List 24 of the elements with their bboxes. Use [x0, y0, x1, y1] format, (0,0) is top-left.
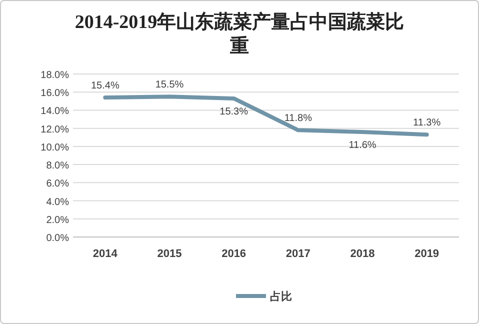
y-tick-label: 12.0% [40, 124, 70, 136]
legend-label: 占比 [270, 290, 292, 303]
y-tick-label: 18.0% [40, 70, 70, 81]
x-tick-label: 2017 [286, 248, 310, 260]
y-tick-label: 8.0% [46, 160, 70, 172]
text: 11.8% [284, 113, 312, 124]
chart-title: 2014-2019年山东蔬菜产量占中国蔬菜比重 [74, 11, 404, 59]
text: 15.4% [90, 80, 120, 92]
y-tick-label: 14.0% [40, 106, 70, 118]
x-tick-label: 2015 [157, 248, 182, 260]
text: 11.3% [413, 118, 441, 129]
y-tick-label: 2.0% [46, 214, 70, 226]
x-tick-label: 2014 [92, 248, 118, 260]
x-tick-label: 2019 [414, 248, 440, 260]
text: 15.3% [220, 106, 248, 118]
x-tick-label: 2016 [222, 248, 246, 260]
y-tick-label: 6.0% [46, 178, 70, 190]
y-tick-label: 0.0% [46, 233, 70, 244]
y-tick-label: 4.0% [46, 196, 70, 208]
text: 15.5% [155, 80, 184, 91]
y-tick-label: 10.0% [40, 142, 70, 154]
x-tick-label: 2018 [350, 248, 375, 260]
y-tick-label: 16.0% [40, 88, 70, 100]
text: 11.6% [348, 140, 376, 151]
